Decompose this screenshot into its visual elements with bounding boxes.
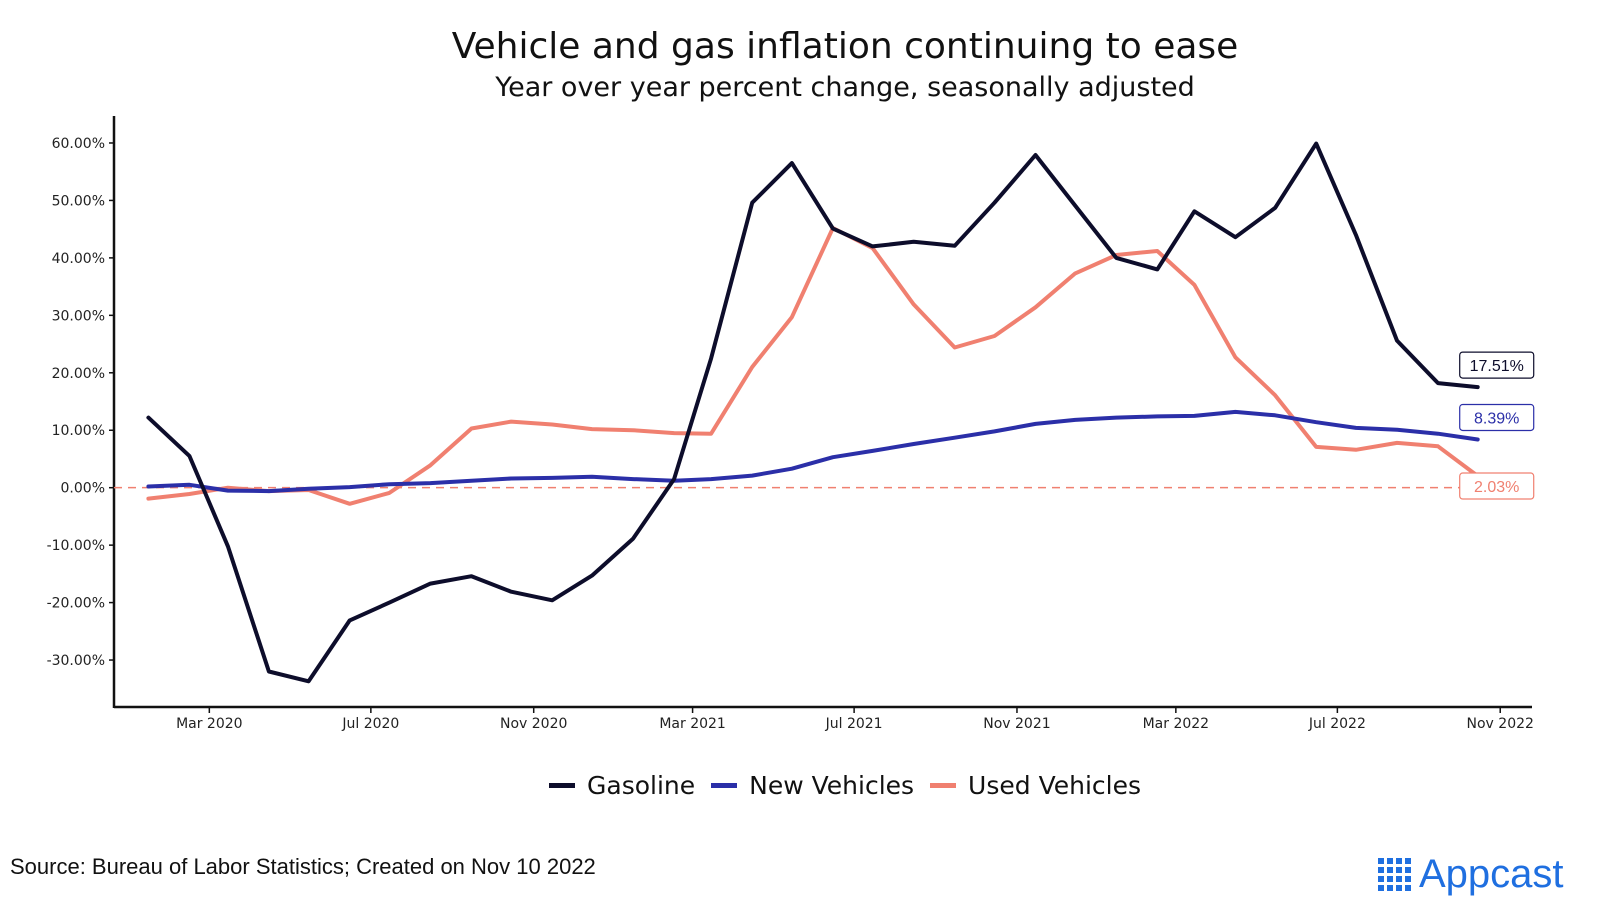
chart-subtitle: Year over year percent change, seasonall… [495, 72, 1195, 103]
y-tick-label: -30.00% [47, 653, 105, 669]
source-note: Source: Bureau of Labor Statistics; Crea… [10, 854, 596, 879]
series-line-new-vehicles [146, 409, 1480, 494]
y-tick-label: 40.00% [52, 251, 105, 267]
legend-item-gasoline: Gasoline [549, 771, 695, 800]
end-label-box [1459, 351, 1535, 379]
legend-label: New Vehicles [749, 771, 915, 800]
y-tick-label: 50.00% [52, 193, 105, 209]
x-tick-label: Mar 2021 [659, 716, 726, 732]
x-tick-label: Nov 2021 [983, 716, 1050, 732]
end-label-box [1459, 472, 1535, 500]
y-tick-label: 20.00% [52, 366, 105, 382]
x-tick-label: Mar 2020 [176, 716, 243, 732]
legend-label: Gasoline [587, 771, 696, 800]
x-tick-label: Mar 2022 [1143, 716, 1210, 732]
legend-item-new-vehicles: New Vehicles [711, 771, 914, 800]
x-tick-label: Nov 2022 [1467, 716, 1534, 732]
x-tick-label: Nov 2020 [500, 716, 567, 732]
line-chart: 60.00% 50.00% 40.00% 30.00% 20.00% 10.00% 0.00… [47, 116, 1535, 732]
axes: 60.00% 50.00% 40.00% 30.00% 20.00% 10.00% 0.00… [47, 116, 1534, 732]
legend: Gasoline New Vehicles Used Vehicles [0, 765, 1600, 800]
end-label-text: 2.03% [1474, 479, 1519, 496]
y-tick-label: -20.00% [47, 596, 105, 612]
legend-label: Used Vehicles [968, 771, 1141, 800]
x-tick-label: Jul 2020 [341, 716, 399, 732]
end-label-new-vehicles: 8.39% [1459, 403, 1535, 432]
end-label-text: 17.51% [1470, 358, 1524, 375]
y-tick-label: 30.00% [52, 308, 105, 324]
y-tick-label: 60.00% [52, 136, 105, 152]
x-tick-label: Jul 2022 [1308, 716, 1366, 732]
legend-swatch [549, 783, 575, 788]
appcast-logo: Appcast [1378, 852, 1564, 897]
legend-swatch [930, 783, 957, 788]
appcast-logo-mark [1378, 858, 1411, 891]
end-label-used-vehicles: 2.03% [1459, 472, 1535, 500]
y-tick-label: 0.00% [61, 481, 105, 497]
y-tick-label: 10.00% [52, 423, 105, 439]
y-tick-label: -10.00% [47, 538, 105, 554]
end-label-text: 8.39% [1474, 410, 1519, 427]
appcast-logo-text: Appcast [1419, 852, 1564, 896]
series-lines [146, 141, 1480, 684]
end-label-box [1459, 403, 1535, 432]
series-line-used-vehicles [146, 226, 1480, 506]
legend-item-used-vehicles: Used Vehicles [930, 771, 1141, 800]
series-line-gasoline [146, 141, 1480, 684]
end-labels: 17.51% 8.39% 2.03% [1459, 351, 1535, 500]
end-label-gasoline: 17.51% [1459, 351, 1535, 379]
legend-swatch [711, 783, 738, 788]
x-tick-label: Jul 2021 [825, 716, 883, 732]
chart-title: Vehicle and gas inflation continuing to … [451, 26, 1239, 67]
